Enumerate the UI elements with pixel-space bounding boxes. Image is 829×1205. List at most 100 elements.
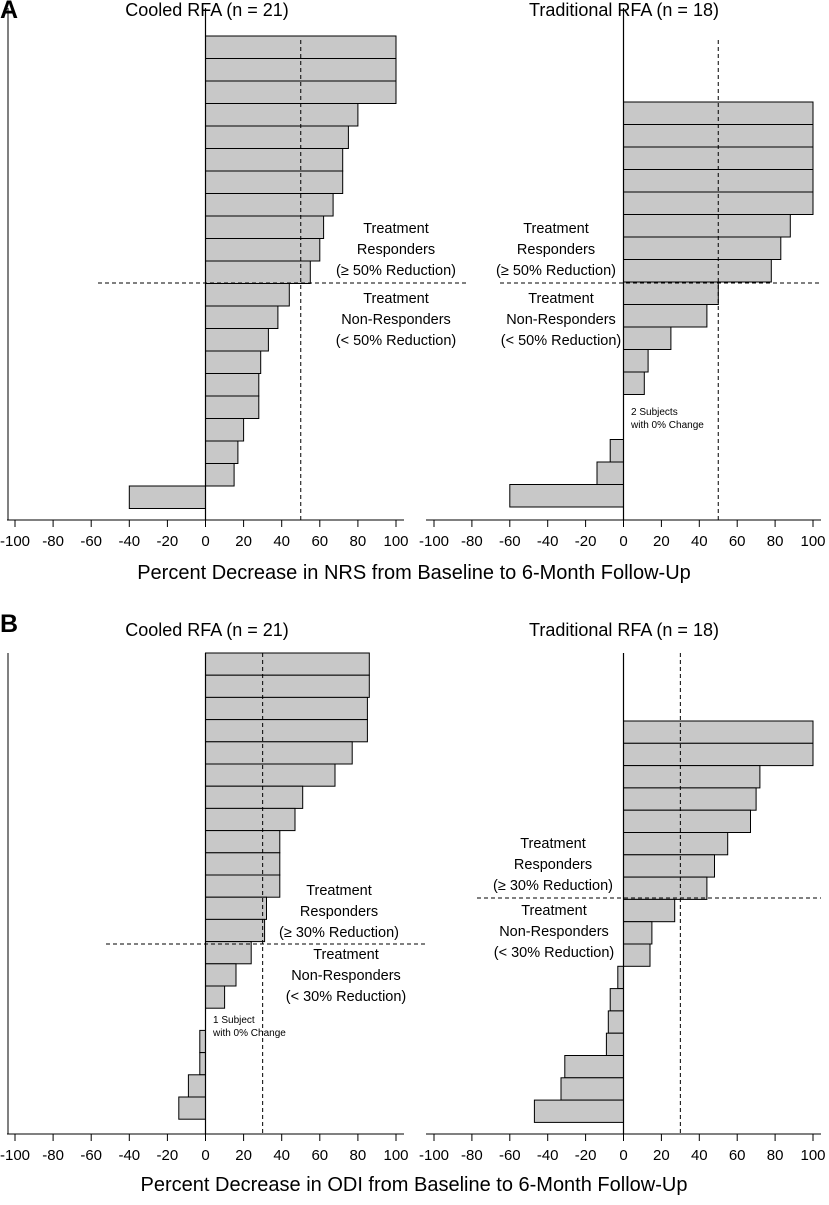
x-tick-label: 60 [311, 533, 328, 550]
x-tick-label: 40 [691, 533, 708, 550]
bar [533, 1099, 625, 1123]
responders-line-3: (≥ 30% Reduction) [493, 878, 613, 894]
x-tick-label: -40 [537, 533, 559, 550]
x-tick-label: -100 [419, 1147, 449, 1164]
x-tick-label: 20 [653, 1147, 670, 1164]
x-tick-label: -60 [499, 533, 521, 550]
bar [205, 260, 311, 284]
bar [623, 832, 729, 856]
x-tick-label: -80 [461, 533, 483, 550]
bar [205, 373, 260, 397]
bar [205, 193, 334, 217]
x-tick-label: 60 [729, 1147, 746, 1164]
bar [623, 787, 757, 811]
bar [205, 103, 359, 127]
x-tick-label: -20 [157, 1147, 179, 1164]
responders-line-2: Responders [516, 242, 596, 258]
bar [178, 1096, 207, 1120]
responders-line-2: Responders [356, 242, 436, 258]
x-tick-label: 80 [350, 1147, 367, 1164]
bar [205, 941, 252, 965]
bar [205, 652, 370, 676]
responders-line-1: Treatment [520, 836, 586, 852]
bar [623, 720, 814, 744]
non-responders-line-3: (< 30% Reduction) [493, 945, 615, 961]
zero-change-note: 2 Subjects with 0% Change [631, 406, 704, 432]
bar [205, 719, 368, 743]
bar [623, 326, 672, 350]
responders-line-2: Responders [299, 904, 379, 920]
non-responders-line-2: Non-Responders [291, 968, 401, 984]
x-tick-label: 80 [350, 533, 367, 550]
zero-change-note-line-2: with 0% Change [631, 420, 704, 431]
x-tick-label: 20 [235, 1147, 252, 1164]
responders-line-3: (≥ 50% Reduction) [336, 263, 456, 279]
x-tick-label: 100 [800, 1147, 825, 1164]
non-responders-line-3: (< 50% Reduction) [500, 333, 622, 349]
bar [605, 1032, 625, 1056]
x-tick-label: -20 [575, 1147, 597, 1164]
responders-annotation: Treatment Responders (≥ 30% Reduction) [493, 834, 613, 897]
bar [623, 876, 708, 900]
responders-line-1: Treatment [363, 221, 429, 237]
bar [205, 305, 279, 329]
subplot-b-cooled-title: Cooled RFA (n = 21) [125, 620, 289, 640]
bar [205, 674, 370, 698]
non-responders-line-2: Non-Responders [499, 924, 609, 940]
x-tick-label: -80 [461, 1147, 483, 1164]
bar [205, 215, 325, 239]
x-tick-label: 100 [800, 533, 825, 550]
x-tick-label: -80 [42, 1147, 64, 1164]
panel-b-letter: B [0, 610, 19, 638]
bar [205, 896, 267, 920]
bar [617, 965, 624, 990]
bar [205, 125, 349, 149]
responders-line-1: Treatment [306, 883, 372, 899]
bar [623, 943, 651, 967]
responders-annotation: Treatment Responders (≥ 30% Reduction) [279, 881, 399, 944]
bar [205, 874, 281, 898]
non-responders-line-3: (< 30% Reduction) [285, 989, 407, 1005]
x-tick-label: -80 [42, 533, 64, 550]
responders-annotation: Treatment Responders (≥ 50% Reduction) [336, 219, 456, 282]
bar [205, 741, 353, 765]
x-tick-label: 40 [273, 1147, 290, 1164]
bar [623, 765, 761, 789]
bar [205, 328, 269, 352]
x-tick-label: 20 [235, 533, 252, 550]
zero-change-note-line-1: 2 Subjects [631, 407, 678, 418]
x-tick-label: -60 [499, 1147, 521, 1164]
non-responders-line-1: Treatment [528, 291, 594, 307]
non-responders-annotation: Treatment Non-Responders (< 30% Reductio… [494, 901, 615, 964]
non-responders-line-3: (< 50% Reduction) [335, 333, 457, 349]
bar [205, 418, 245, 442]
responders-annotation: Treatment Responders (≥ 50% Reduction) [496, 219, 616, 282]
x-tick-label: -40 [537, 1147, 559, 1164]
bar [205, 852, 281, 876]
non-responders-annotation: Treatment Non-Responders (< 30% Reductio… [286, 945, 407, 1008]
bar [623, 349, 649, 373]
bar [623, 236, 782, 260]
bar [623, 742, 814, 767]
non-responders-annotation: Treatment Non-Responders (< 50% Reductio… [336, 289, 457, 352]
x-tick-label: -40 [118, 533, 140, 550]
bar [623, 809, 751, 834]
x-tick-label: 100 [383, 1147, 408, 1164]
x-tick-label: 20 [653, 533, 670, 550]
bar [205, 830, 281, 854]
bar [623, 259, 772, 283]
x-tick-label: -100 [419, 533, 449, 550]
panel-a-x-axis-title: Percent Decrease in NRS from Baseline to… [137, 562, 691, 584]
x-tick-label: 60 [729, 533, 746, 550]
bar [205, 785, 304, 809]
bar [199, 1052, 207, 1076]
non-responders-line-1: Treatment [521, 903, 587, 919]
x-tick-label: 0 [201, 1147, 209, 1164]
bar [205, 350, 262, 374]
bar [623, 371, 645, 395]
non-responders-line-2: Non-Responders [506, 312, 616, 328]
x-tick-label: -20 [575, 533, 597, 550]
x-tick-label: -60 [80, 533, 102, 550]
